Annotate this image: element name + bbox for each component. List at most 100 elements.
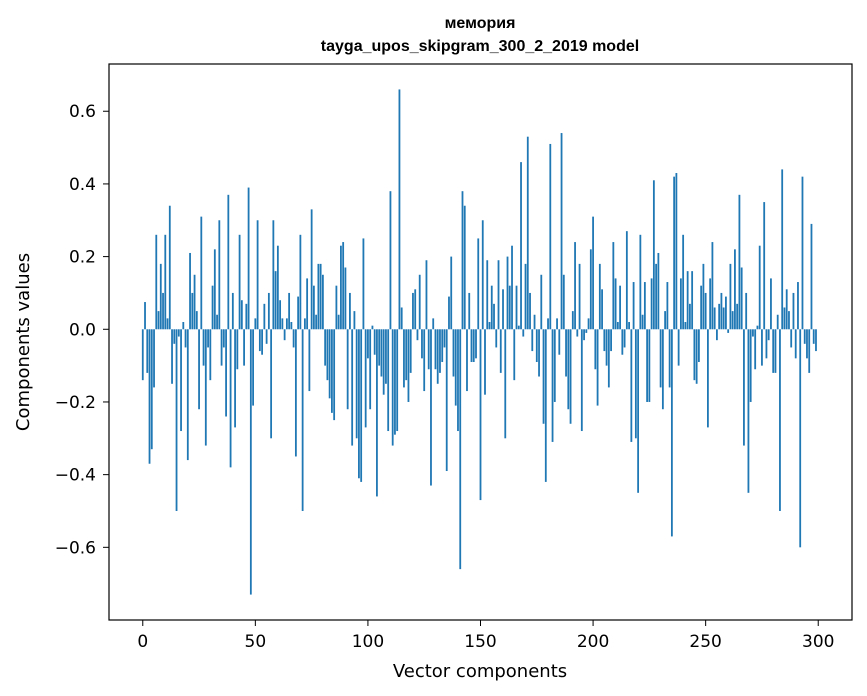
bar-98 <box>362 238 365 330</box>
bar-213 <box>621 329 624 355</box>
bar-18 <box>182 322 185 330</box>
bar-208 <box>610 329 612 352</box>
bar-113 <box>396 329 399 432</box>
bar-151 <box>481 220 484 330</box>
bar-64 <box>285 318 288 330</box>
bar-86 <box>335 285 338 330</box>
bar-103 <box>373 329 376 355</box>
bar-155 <box>490 285 493 330</box>
bar-202 <box>596 329 599 406</box>
bar-118 <box>407 329 410 402</box>
x-tick-label: 50 <box>245 632 267 652</box>
bar-176 <box>538 329 540 377</box>
bar-198 <box>587 318 590 330</box>
bar-91 <box>346 329 349 410</box>
bar-287 <box>788 311 790 330</box>
bar-185 <box>558 329 561 355</box>
chart-title: мемория <box>445 15 516 32</box>
bar-133 <box>441 329 444 362</box>
bar-262 <box>731 311 734 330</box>
bar-218 <box>632 282 635 330</box>
bar-51 <box>256 220 259 330</box>
bar-240 <box>682 234 685 330</box>
bar-209 <box>612 242 615 330</box>
bar-295 <box>806 329 808 359</box>
bar-263 <box>734 249 736 330</box>
bar-12 <box>168 205 171 330</box>
bar-21 <box>189 252 191 330</box>
bar-66 <box>290 322 293 330</box>
bar-152 <box>484 329 486 395</box>
chart-subtitle: tayga_upos_skipgram_300_2_2019 model <box>321 38 639 55</box>
bar-72 <box>303 318 306 330</box>
bar-238 <box>677 329 680 366</box>
bar-88 <box>340 245 342 330</box>
bar-191 <box>571 311 574 330</box>
bar-294 <box>803 329 806 344</box>
bar-11 <box>166 318 169 330</box>
bar-42 <box>236 329 239 370</box>
bar-47 <box>247 187 250 330</box>
bar-3 <box>148 329 151 464</box>
bar-97 <box>360 329 363 482</box>
bar-154 <box>488 322 491 330</box>
bar-19 <box>184 329 187 348</box>
bar-214 <box>623 329 626 348</box>
bar-171 <box>526 136 529 330</box>
bar-230 <box>659 329 662 388</box>
bar-8 <box>159 263 162 330</box>
bar-90 <box>344 267 347 330</box>
bar-184 <box>556 318 558 330</box>
bar-186 <box>560 133 563 330</box>
bar-143 <box>463 205 466 330</box>
bar-29 <box>207 329 209 348</box>
bar-168 <box>520 162 522 330</box>
bar-32 <box>213 249 216 330</box>
bar-73 <box>306 278 309 330</box>
bar-13 <box>171 329 173 384</box>
x-tick-label: 300 <box>802 632 834 652</box>
bar-181 <box>549 143 552 330</box>
bar-203 <box>598 263 601 330</box>
bar-74 <box>308 329 311 392</box>
bar-135 <box>445 329 448 472</box>
y-axis: −0.6 −0.4 −0.2 0.0 0.2 0.4 0.6 <box>55 102 109 558</box>
bar-274 <box>758 245 761 330</box>
bar-104 <box>376 329 378 497</box>
bar-215 <box>625 231 628 330</box>
bar-128 <box>430 329 432 486</box>
bar-122 <box>416 329 419 341</box>
y-tick-label: −0.4 <box>55 466 96 486</box>
bar-199 <box>589 249 592 330</box>
bar-249 <box>702 263 705 330</box>
bar-175 <box>535 329 538 362</box>
bar-55 <box>265 329 268 344</box>
bar-89 <box>342 242 345 330</box>
bar-271 <box>752 329 754 337</box>
y-tick-label: 0.4 <box>69 175 96 195</box>
bar-281 <box>774 329 777 373</box>
x-axis-label: Vector components <box>393 661 567 682</box>
bar-149 <box>477 238 480 330</box>
bar-112 <box>394 329 396 435</box>
bar-62 <box>281 318 284 330</box>
bar-227 <box>652 180 655 330</box>
bar-237 <box>675 173 678 330</box>
bar-37 <box>225 329 227 417</box>
bar-205 <box>603 329 606 352</box>
bar-221 <box>639 234 642 330</box>
bar-266 <box>740 267 743 330</box>
bar-170 <box>524 263 527 330</box>
bar-119 <box>409 329 412 373</box>
bar-77 <box>315 314 318 330</box>
bar-250 <box>704 292 707 330</box>
bar-298 <box>812 329 815 344</box>
bar-157 <box>495 329 498 348</box>
bar-36 <box>222 329 225 348</box>
bar-5 <box>153 329 155 388</box>
bar-30 <box>209 329 212 381</box>
bar-75 <box>310 209 313 330</box>
bar-245 <box>693 329 696 381</box>
bar-193 <box>576 329 579 337</box>
